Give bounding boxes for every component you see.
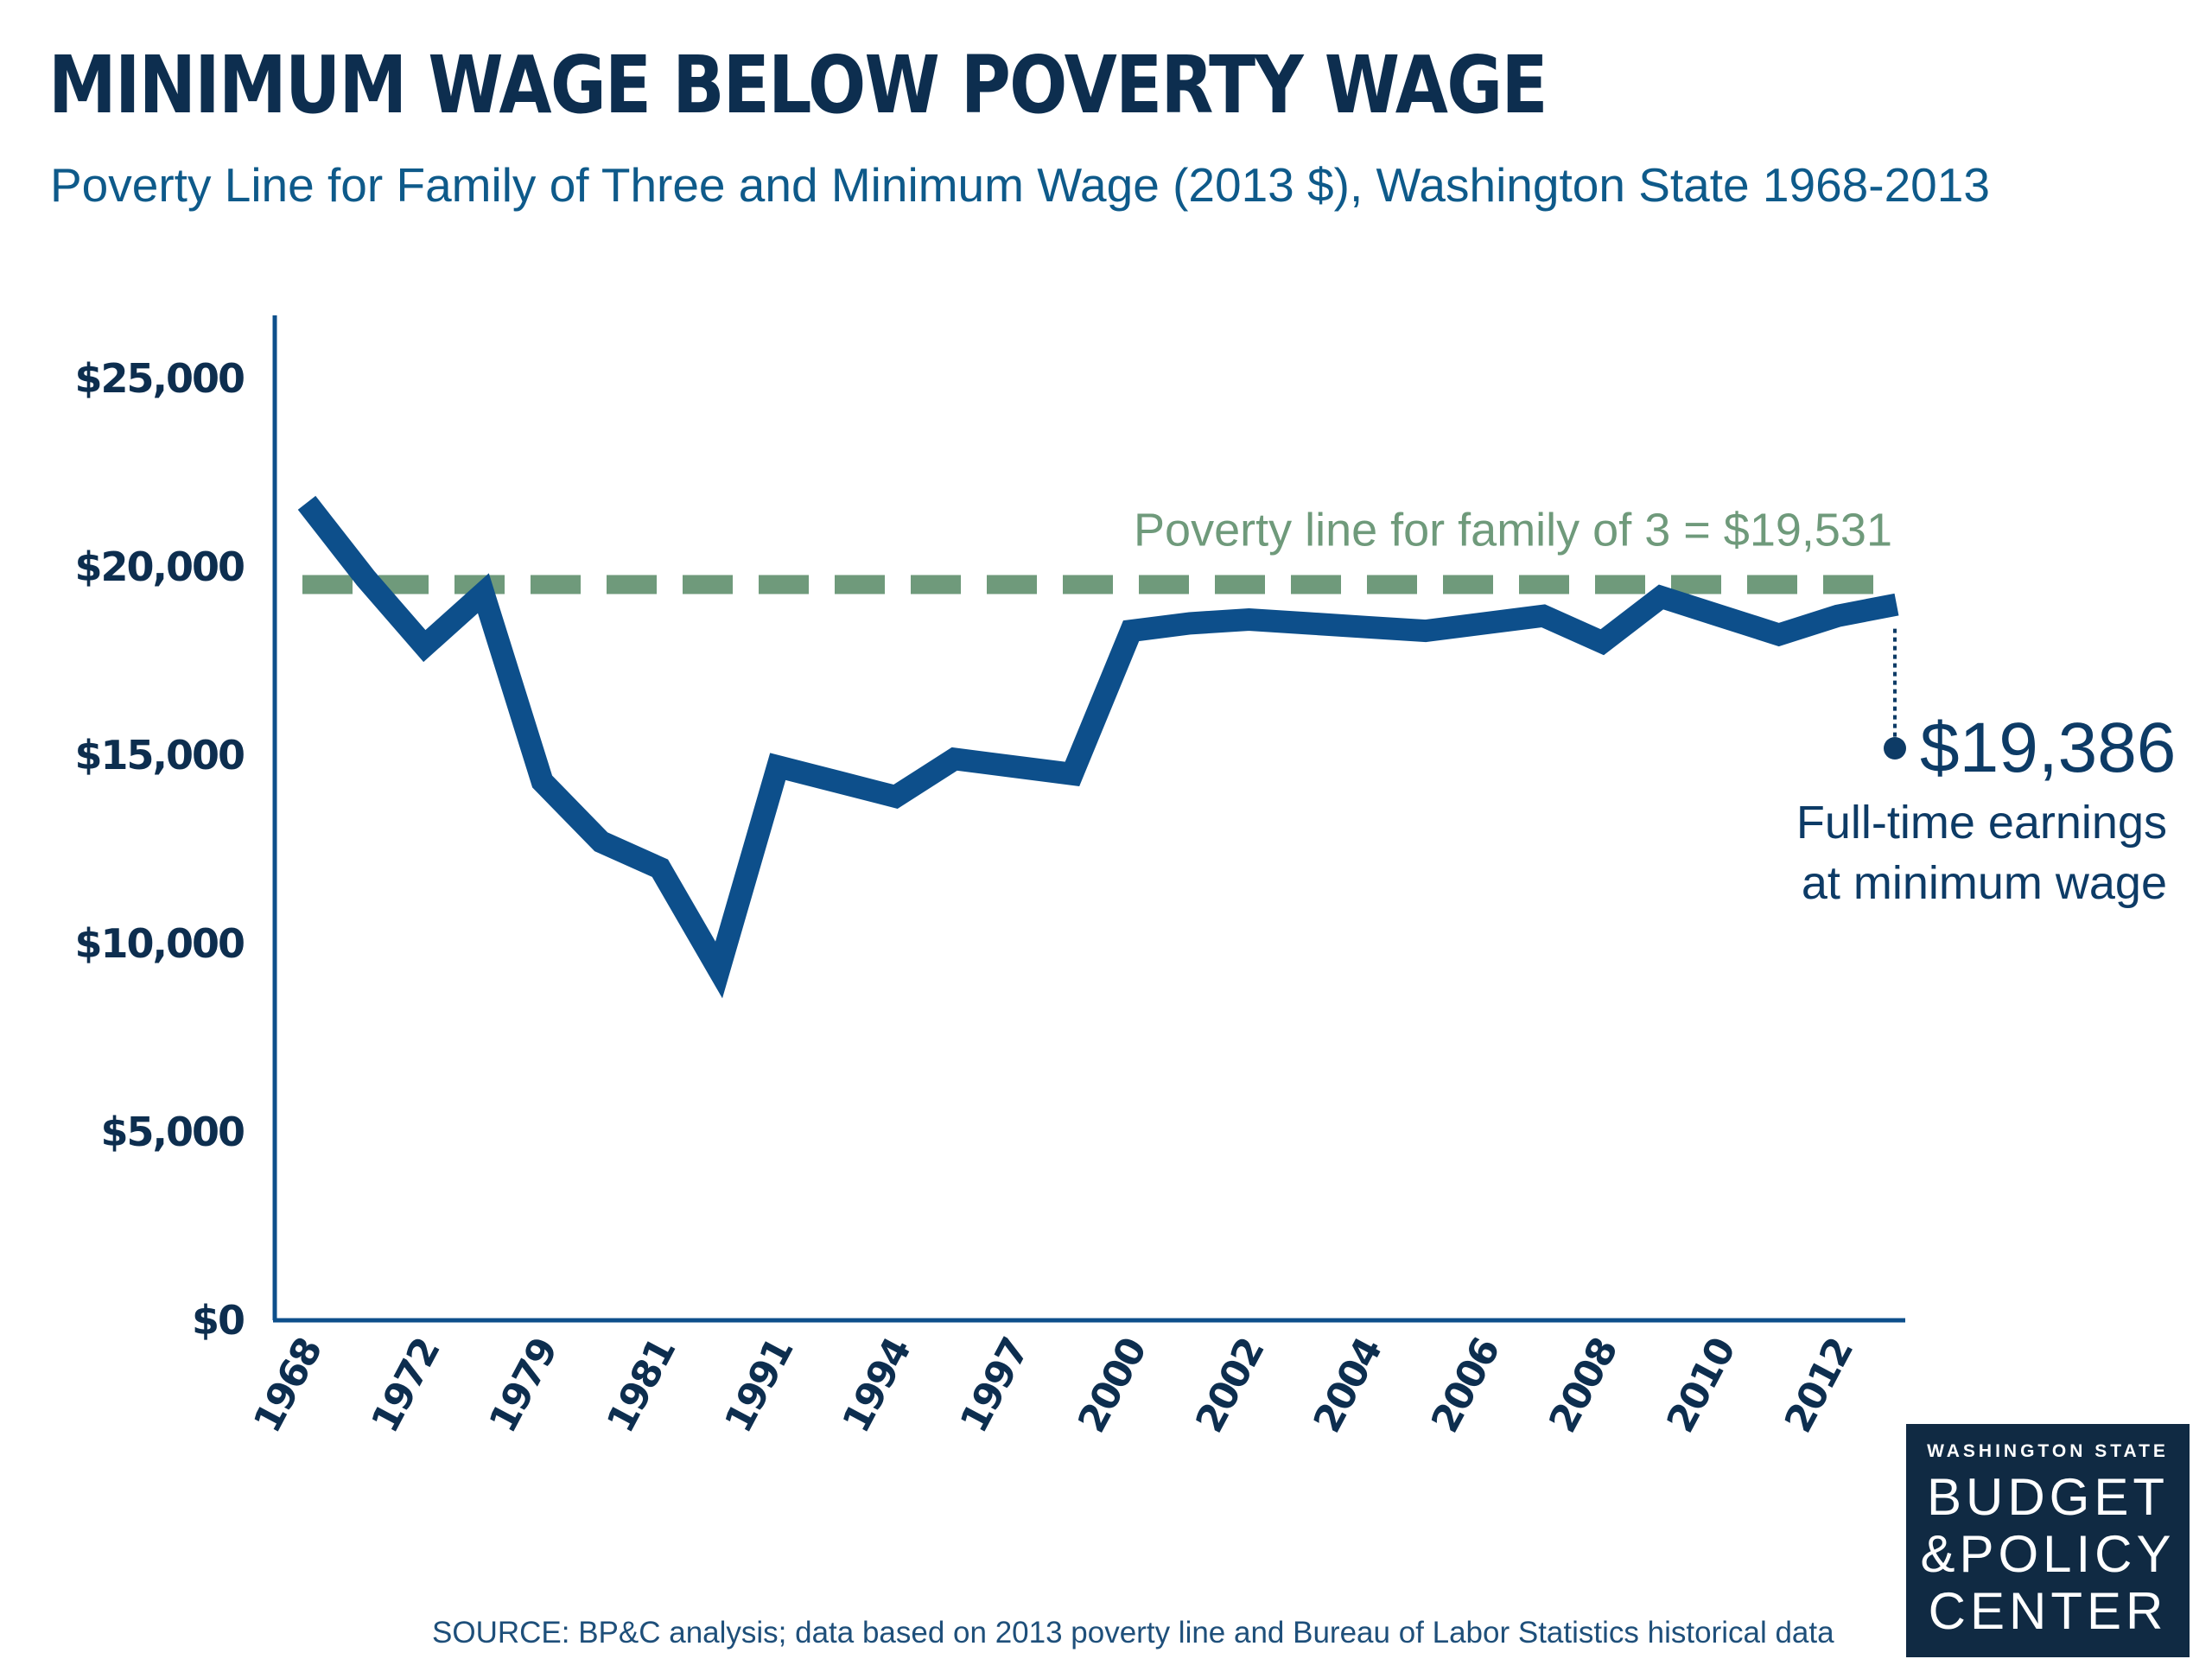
poverty-line-label: Poverty line for family of 3 = $19,531 xyxy=(1134,504,1892,556)
y-tick-label: $15,000 xyxy=(74,732,244,779)
x-tick-label: 1994 xyxy=(834,1332,919,1440)
page-subtitle: Poverty Line for Family of Three and Min… xyxy=(50,158,1990,212)
logo-text-budget: BUDGET xyxy=(1926,1468,2170,1526)
y-tick-label: $5,000 xyxy=(100,1109,244,1155)
x-tick-label: 1997 xyxy=(952,1332,1038,1440)
source-note: SOURCE: BP&C analysis; data based on 201… xyxy=(432,1616,1834,1649)
x-tick-label: 2006 xyxy=(1423,1332,1509,1440)
x-tick-label: 2008 xyxy=(1541,1332,1626,1440)
y-tick-label: $25,000 xyxy=(74,355,244,402)
y-tick-label: $20,000 xyxy=(74,543,244,590)
x-tick-label: 2002 xyxy=(1187,1332,1273,1440)
x-tick-label: 2010 xyxy=(1658,1332,1744,1440)
logo-text-policy: &POLICY xyxy=(1920,1525,2176,1583)
annotation-dot xyxy=(1884,737,1906,760)
annotation-value: $19,386 xyxy=(1920,709,2176,787)
x-tick-label: 1972 xyxy=(363,1332,448,1440)
annotation-text-line2: at minimum wage xyxy=(1802,857,2167,909)
logo-budget-policy-center: WASHINGTON STATE BUDGET &POLICY CENTER xyxy=(1906,1424,2190,1657)
x-tick-label: 2000 xyxy=(1070,1332,1155,1440)
x-tick-label: 1991 xyxy=(716,1332,802,1440)
minimum-wage-line xyxy=(297,495,1899,999)
logo-text-top: WASHINGTON STATE xyxy=(1927,1441,2169,1461)
y-tick-label: $10,000 xyxy=(74,920,244,967)
logo-text-center: CENTER xyxy=(1928,1582,2168,1640)
x-tick-label: 1979 xyxy=(481,1332,567,1440)
annotation-text-line1: Full-time earnings xyxy=(1796,797,2167,849)
page-title: MINIMUM WAGE BELOW POVERTY WAGE xyxy=(48,39,1548,131)
x-tick-label: 1981 xyxy=(599,1332,684,1440)
y-tick-label: $0 xyxy=(192,1297,244,1344)
x-tick-label: 2004 xyxy=(1306,1332,1391,1440)
x-tick-label: 1968 xyxy=(245,1332,331,1440)
x-tick-label: 2012 xyxy=(1777,1332,1862,1440)
